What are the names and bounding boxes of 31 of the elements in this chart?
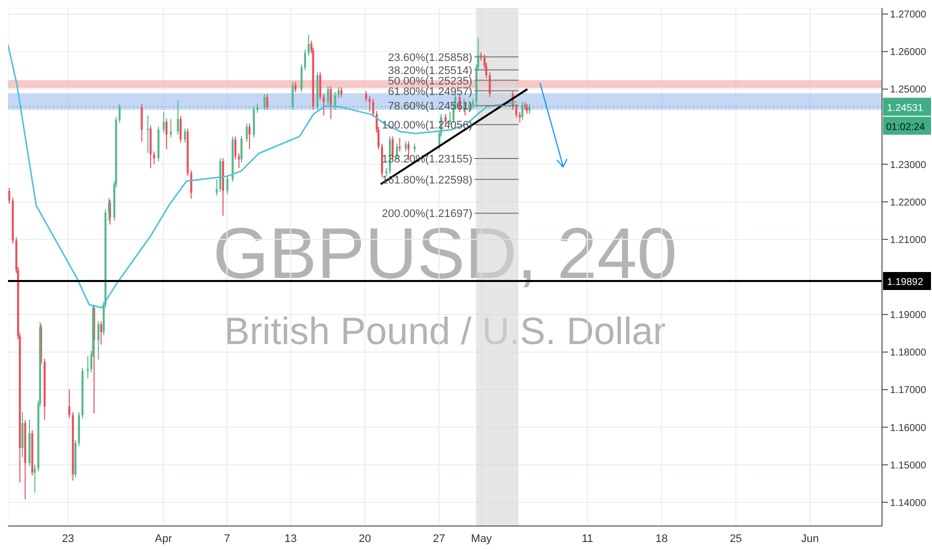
y-tick-label: 1.18000 [890, 348, 927, 359]
x-tick-label: 11 [582, 532, 594, 545]
annotation: 200.00%(1.21697) [382, 208, 472, 220]
annotation: 50.00%(1.25235) [388, 75, 472, 88]
y-tick-label: 1.21000 [890, 234, 927, 246]
x-tick-label: 7 [224, 532, 230, 545]
y-tick-label: 1.16000 [890, 422, 927, 434]
x-tick-label: Apr [154, 532, 172, 545]
x-tick-label: 18 [656, 532, 668, 545]
ref-line-label: 1.19892 [887, 277, 924, 288]
x-tick-label: 23 [62, 532, 74, 545]
y-tick-label: 1.14000 [890, 498, 927, 509]
annotation: 38.20%(1.25514) [388, 64, 472, 77]
y-tick-label: 1.17000 [890, 385, 927, 396]
annotation: 23.60%(1.25858) [388, 52, 472, 64]
x-tick-label: 25 [730, 532, 742, 545]
y-tick-label: 1.27000 [890, 10, 927, 21]
x-tick-label: May [471, 532, 492, 545]
y-tick-label: 1.25000 [890, 84, 927, 96]
x-tick-label: 20 [358, 532, 371, 545]
y-tick-label: 1.26000 [890, 47, 927, 58]
y-tick-label: 1.15000 [890, 460, 927, 472]
x-tick-label: 27 [432, 532, 446, 545]
annotation: 61.80%(1.24957) [388, 86, 472, 98]
text: 01:02:24 [886, 122, 926, 133]
y-tick-label: 1.19000 [890, 310, 927, 322]
y-tick-label: 1.23000 [890, 160, 927, 171]
x-tick-label: 13 [284, 532, 297, 545]
x-tick-label: Jun [801, 532, 819, 545]
ref-line-label: 1.24531 [887, 102, 924, 114]
y-tick-label: 1.22000 [890, 197, 927, 208]
